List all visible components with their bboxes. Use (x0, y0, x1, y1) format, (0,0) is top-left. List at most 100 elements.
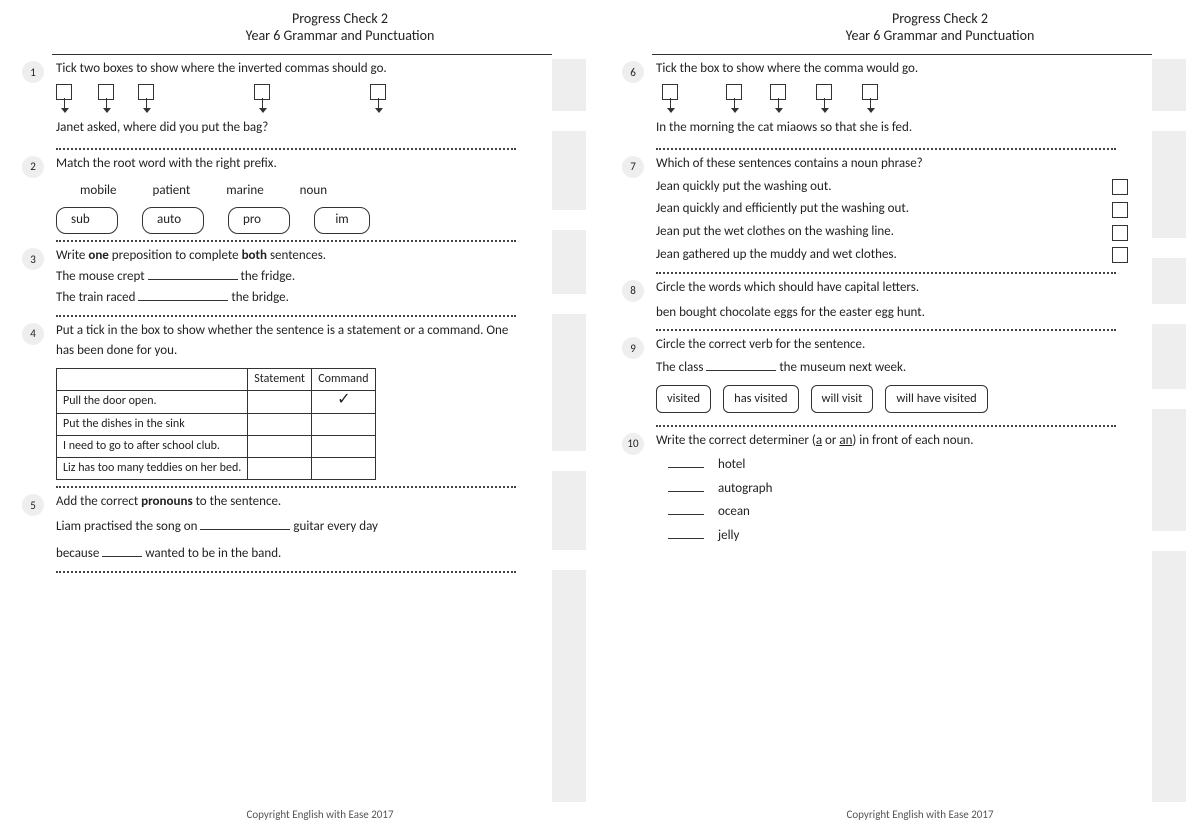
blank-line[interactable] (668, 503, 704, 515)
question-9: 9 Circle the correct verb for the senten… (620, 335, 1180, 413)
footer: Copyright English with Ease 2017 (620, 802, 1180, 821)
determiner-row: autograph (668, 479, 1140, 500)
col-header: Command (312, 369, 376, 391)
tick-icon: ✓ (337, 390, 350, 409)
determiner-row: jelly (668, 526, 1140, 547)
mark-box[interactable] (1150, 389, 1188, 409)
question-4: 4 Put a tick in the box to show whether … (20, 321, 580, 481)
verb-option[interactable]: will visit (811, 385, 874, 413)
question-1: 1 Tick two boxes to show where the inver… (20, 59, 580, 126)
q4-prompt: Put a tick in the box to show whether th… (56, 321, 516, 363)
header-line2: Year 6 Grammar and Punctuation (100, 27, 580, 44)
arrow-down-icon (870, 98, 871, 112)
mark-box[interactable] (1150, 304, 1188, 324)
q7-prompt: Which of these sentences contains a noun… (656, 154, 1140, 175)
table-row: Liz has too many teddies on her bed. (57, 457, 376, 479)
dotted-divider (56, 486, 516, 488)
prefix-box[interactable]: im (314, 207, 370, 234)
page-left: Progress Check 2 Year 6 Grammar and Punc… (20, 10, 580, 821)
q7-option: Jean put the wet clothes on the washing … (656, 222, 1140, 243)
questions-right: 6 Tick the box to show where the comma w… (620, 59, 1180, 802)
prefix-box[interactable]: sub (56, 207, 118, 234)
checkbox[interactable] (1112, 179, 1128, 195)
arrow-down-icon (778, 98, 779, 112)
mark-box[interactable] (550, 451, 588, 471)
question-3: 3 Write one preposition to complete both… (20, 246, 580, 308)
arrow-down-icon (378, 98, 379, 112)
dotted-divider (56, 315, 516, 317)
verb-option[interactable]: visited (656, 385, 711, 413)
dotted-divider (56, 571, 516, 573)
q-number: 9 (622, 337, 644, 359)
prefix-box[interactable]: pro (228, 207, 290, 234)
arrow-down-icon (106, 98, 107, 112)
page-right: Progress Check 2 Year 6 Grammar and Punc… (620, 10, 1180, 821)
questions-left: 1 Tick two boxes to show where the inver… (20, 59, 580, 802)
divider (652, 54, 1152, 55)
determiner-row: ocean (668, 502, 1140, 523)
header-line2: Year 6 Grammar and Punctuation (700, 27, 1180, 44)
blank-line[interactable] (138, 289, 228, 301)
verb-option[interactable]: will have visited (885, 385, 987, 413)
arrow-down-icon (262, 98, 263, 112)
checkbox[interactable] (1112, 247, 1128, 263)
q9-verbs: visited has visited will visit will have… (656, 385, 1140, 413)
blank-line[interactable] (706, 359, 776, 371)
q-number: 1 (22, 61, 44, 83)
arrow-down-icon (64, 98, 65, 112)
arrow-down-icon (734, 98, 735, 112)
q-number: 2 (22, 156, 44, 178)
mark-box[interactable] (550, 210, 588, 230)
q-number: 7 (622, 156, 644, 178)
header-line1: Progress Check 2 (700, 10, 1180, 27)
checkbox[interactable] (1112, 202, 1128, 218)
question-7: 7 Which of these sentences contains a no… (620, 154, 1180, 266)
question-2: 2 Match the root word with the right pre… (20, 154, 580, 234)
root-word: noun (300, 181, 327, 202)
q10-prompt: Write the correct determiner (a or an) i… (656, 431, 1140, 452)
question-5: 5 Add the correct pronouns to the senten… (20, 492, 580, 564)
dotted-divider (56, 148, 516, 150)
header: Progress Check 2 Year 6 Grammar and Punc… (20, 10, 580, 44)
blank-line[interactable] (668, 480, 704, 492)
q-number: 5 (22, 494, 44, 516)
dotted-divider (656, 272, 1116, 274)
q7-option: Jean gathered up the muddy and wet cloth… (656, 245, 1140, 266)
q3-sentence1: The mouse crept the fridge. (56, 267, 540, 288)
root-word: mobile (80, 181, 117, 202)
table-row: I need to go to after school club. (57, 435, 376, 457)
table-row: Put the dishes in the sink (57, 413, 376, 435)
q8-sentence: ben bought chocolate eggs for the easter… (656, 303, 1140, 324)
checkbox[interactable] (1112, 225, 1128, 241)
mark-box[interactable] (1150, 238, 1188, 258)
mark-box[interactable] (550, 294, 588, 314)
mark-box[interactable] (550, 111, 588, 131)
mark-box[interactable] (550, 550, 588, 570)
col-header: Statement (248, 369, 312, 391)
arrow-down-icon (824, 98, 825, 112)
blank-line[interactable] (668, 527, 704, 539)
q3-sentence2: The train raced the bridge. (56, 288, 540, 309)
q1-comma-row: Janet asked, where did you put the bag? (56, 84, 540, 126)
header-line1: Progress Check 2 (100, 10, 580, 27)
blank-line[interactable] (148, 268, 238, 280)
q-number: 10 (622, 433, 644, 455)
prefix-box[interactable]: auto (142, 207, 204, 234)
blank-line[interactable] (200, 518, 290, 530)
q2-prompt: Match the root word with the right prefi… (56, 154, 540, 175)
root-word: marine (226, 181, 263, 202)
arrow-down-icon (146, 98, 147, 112)
blank-line[interactable] (668, 456, 704, 468)
q-number: 4 (22, 323, 44, 345)
question-8: 8 Circle the words which should have cap… (620, 278, 1180, 324)
verb-option[interactable]: has visited (723, 385, 798, 413)
mark-box[interactable] (1150, 531, 1188, 551)
arrow-down-icon (670, 98, 671, 112)
dotted-divider (656, 425, 1116, 427)
divider (52, 54, 552, 55)
blank-line[interactable] (102, 545, 142, 557)
q6-sentence: In the morning the cat miaows so that sh… (656, 118, 912, 139)
mark-box[interactable] (1150, 111, 1188, 131)
dotted-divider (656, 329, 1116, 331)
q5-sentence: Liam practised the song on guitar every … (56, 517, 540, 538)
